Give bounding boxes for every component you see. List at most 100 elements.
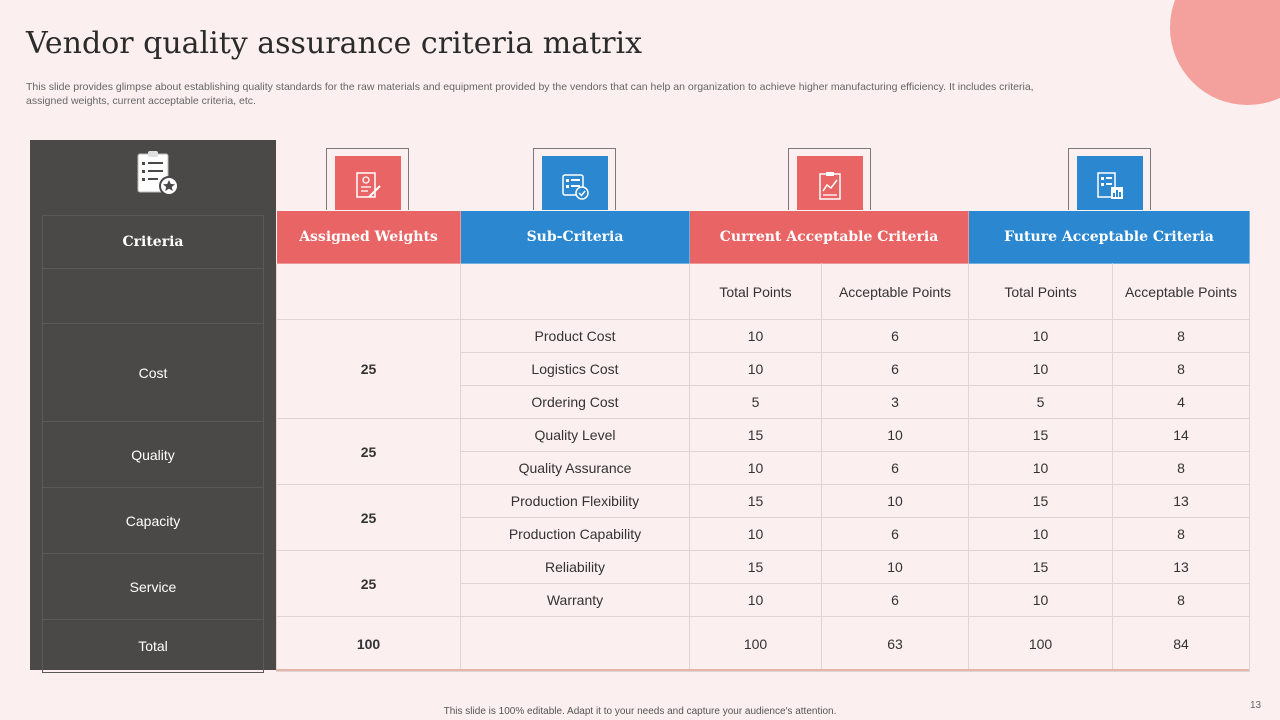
rated-checklist-icon — [133, 150, 183, 200]
footer-note: This slide is 100% editable. Adapt it to… — [443, 706, 837, 717]
value-cell: 6 — [820, 517, 970, 551]
value-cell: 15 — [689, 484, 822, 518]
sub-criteria-cell: Ordering Cost — [460, 385, 690, 419]
weights-subheader-blank — [276, 263, 461, 320]
current-icon-frame — [788, 148, 871, 211]
total-current-acceptable: 63 — [820, 616, 970, 672]
sub-criteria-header: Sub-Criteria — [460, 210, 690, 264]
sub-criteria-cell: Quality Level — [460, 418, 690, 452]
future-total-points-header: Total Points — [968, 263, 1114, 320]
value-cell: 10 — [820, 484, 970, 518]
value-cell: 8 — [1112, 583, 1251, 617]
value-cell: 4 — [1112, 385, 1251, 419]
criteria-matrix-table: Assigned Weights Sub-Criteria Current Ac… — [276, 210, 1251, 672]
table-row: 25 Product Cost 10 6 10 8 — [276, 319, 1251, 419]
value-cell: 6 — [820, 451, 970, 485]
table-row: Production Capability 10 6 10 8 — [277, 517, 1251, 551]
value-cell: 10 — [968, 583, 1114, 617]
sub-criteria-cell: Production Capability — [460, 517, 690, 551]
criteria-header: Criteria — [42, 215, 264, 269]
value-cell: 10 — [689, 319, 822, 353]
weight-cell: 25 — [276, 484, 461, 551]
value-cell: 10 — [968, 352, 1114, 386]
value-cell: 10 — [689, 583, 822, 617]
value-cell: 15 — [689, 550, 822, 584]
sub-criteria-cell: Logistics Cost — [460, 352, 690, 386]
value-cell: 5 — [968, 385, 1114, 419]
table-row: 25 Reliability 15 10 15 13 — [276, 550, 1251, 617]
criteria-service: Service — [42, 553, 264, 620]
value-cell: 10 — [689, 352, 822, 386]
checklist-icon — [562, 174, 589, 200]
criteria-capacity: Capacity — [42, 487, 264, 554]
value-cell: 10 — [968, 451, 1114, 485]
criteria-icon-area — [30, 140, 276, 210]
assigned-weights-header: Assigned Weights — [276, 210, 461, 264]
value-cell: 10 — [820, 418, 970, 452]
page-subtitle: This slide provides glimpse about establ… — [26, 81, 1034, 107]
current-acceptable-header: Current Acceptable Criteria — [688, 210, 970, 264]
value-cell: 6 — [820, 583, 970, 617]
value-cell: 10 — [689, 517, 822, 551]
value-cell: 8 — [1112, 352, 1251, 386]
criteria-table: Criteria Cost Quality Capacity Service T… — [42, 215, 264, 673]
subcriteria-subheader-blank — [460, 263, 690, 320]
sub-criteria-cell: Product Cost — [460, 319, 690, 353]
table-row: 25 Quality Level 15 10 15 14 — [276, 418, 1251, 485]
sub-criteria-cell: Quality Assurance — [460, 451, 690, 485]
value-cell: 6 — [820, 319, 970, 353]
total-future-points: 100 — [968, 616, 1114, 672]
value-cell: 15 — [689, 418, 822, 452]
criteria-quality: Quality — [42, 421, 264, 488]
weight-cell: 25 — [276, 550, 461, 617]
total-current-points: 100 — [689, 616, 822, 672]
weights-icon-frame — [326, 148, 409, 211]
report-chart-icon — [819, 172, 841, 200]
table-row: Ordering Cost 5 3 5 4 — [277, 385, 1251, 419]
value-cell: 10 — [968, 319, 1114, 353]
sub-criteria-cell: Warranty — [460, 583, 690, 617]
total-subcriteria-blank — [460, 616, 690, 672]
value-cell: 15 — [968, 484, 1114, 518]
document-edit-icon — [356, 172, 381, 198]
criteria-total: Total — [42, 619, 264, 673]
value-cell: 10 — [820, 550, 970, 584]
sub-criteria-cell: Reliability — [460, 550, 690, 584]
value-cell: 10 — [689, 451, 822, 485]
total-future-acceptable: 84 — [1112, 616, 1251, 672]
table-row: Quality Assurance 10 6 10 8 — [277, 451, 1251, 485]
value-cell: 13 — [1112, 550, 1251, 584]
total-row: 100 100 63 100 84 — [276, 616, 1251, 672]
page-number: 13 — [1250, 700, 1262, 711]
future-icon-frame — [1068, 148, 1151, 211]
table-row: 25 Production Flexibility 15 10 15 13 — [276, 484, 1251, 551]
value-cell: 8 — [1112, 319, 1251, 353]
future-acceptable-header: Future Acceptable Criteria — [968, 210, 1251, 264]
weight-cell: 25 — [276, 418, 461, 485]
current-acceptable-points-header: Acceptable Points — [820, 263, 970, 320]
table-bottom-rule — [276, 669, 1249, 671]
analytics-document-icon — [1097, 172, 1123, 199]
value-cell: 15 — [968, 418, 1114, 452]
value-cell: 6 — [820, 352, 970, 386]
value-cell: 14 — [1112, 418, 1251, 452]
value-cell: 13 — [1112, 484, 1251, 518]
page-title: Vendor quality assurance criteria matrix — [26, 26, 643, 61]
value-cell: 8 — [1112, 451, 1251, 485]
table-row: Logistics Cost 10 6 10 8 — [277, 352, 1251, 386]
value-cell: 10 — [968, 517, 1114, 551]
total-weight-cell: 100 — [276, 616, 461, 672]
value-cell: 3 — [820, 385, 970, 419]
future-acceptable-points-header: Acceptable Points — [1112, 263, 1251, 320]
value-cell: 15 — [968, 550, 1114, 584]
sub-criteria-cell: Production Flexibility — [460, 484, 690, 518]
subcriteria-icon-frame — [533, 148, 616, 211]
value-cell: 8 — [1112, 517, 1251, 551]
current-total-points-header: Total Points — [689, 263, 822, 320]
value-cell: 5 — [689, 385, 822, 419]
criteria-blank-cell — [42, 268, 264, 324]
decorative-circle — [1170, 0, 1280, 105]
criteria-panel: Criteria Cost Quality Capacity Service T… — [30, 140, 276, 673]
criteria-cost: Cost — [42, 323, 264, 422]
weight-cell: 25 — [276, 319, 461, 419]
